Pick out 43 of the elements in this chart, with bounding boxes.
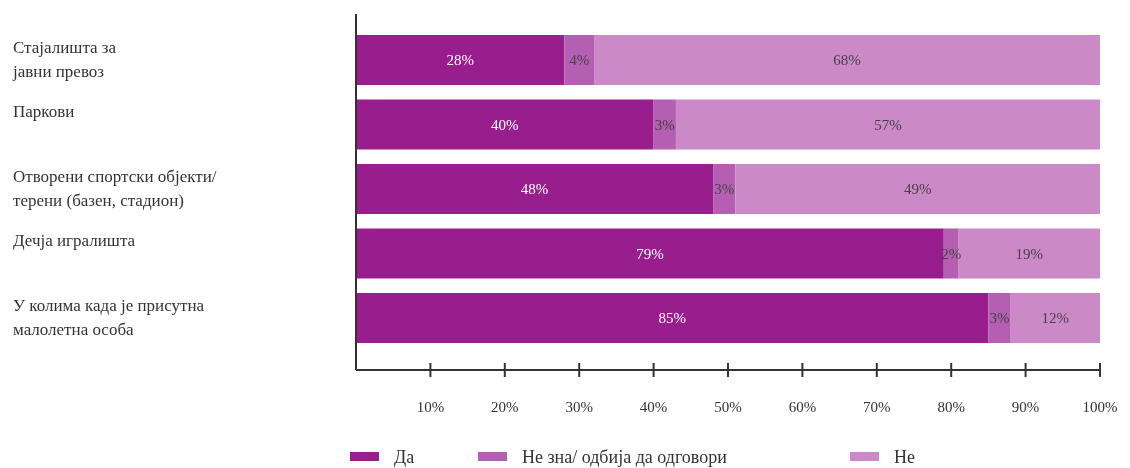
legend-label: Не xyxy=(894,447,915,468)
x-tick-label: 30% xyxy=(565,399,593,416)
y-tick-label: Дечја игралишта xyxy=(13,231,136,251)
x-tick-label: 20% xyxy=(491,399,519,416)
bar xyxy=(356,99,654,150)
data-label: 12% xyxy=(1041,310,1070,327)
x-tick-label: 40% xyxy=(639,399,668,416)
bar xyxy=(675,99,1100,150)
data-label: 3% xyxy=(654,116,675,133)
bar xyxy=(735,164,1100,214)
y-tick-label: Отворени спортски објекти/ терени (базен, стадион) xyxy=(13,166,217,210)
x-tick-label: 50% xyxy=(714,399,742,416)
bar xyxy=(564,35,595,85)
bar xyxy=(356,293,989,343)
data-label: 3% xyxy=(989,310,1010,327)
bar xyxy=(356,228,944,279)
data-label: 57% xyxy=(874,116,902,133)
data-label: 48% xyxy=(520,181,549,198)
x-tick-label: 90% xyxy=(1011,399,1040,416)
y-tick-label: У колима када је присутна малолетна особа xyxy=(13,295,205,339)
data-label: 79% xyxy=(636,245,664,262)
y-tick-label: Стајалишта за јавни превоз xyxy=(12,37,117,81)
data-label: 40% xyxy=(491,116,519,133)
data-label: 49% xyxy=(903,181,932,198)
x-tick-label: 70% xyxy=(863,399,891,416)
x-tick-label: 60% xyxy=(788,399,817,416)
bar xyxy=(356,35,565,85)
legend-label: Не зна/ одбија да одговори xyxy=(522,447,728,468)
data-label: 19% xyxy=(1015,245,1044,262)
bar xyxy=(988,293,1011,343)
data-label: 85% xyxy=(658,310,686,327)
data-label: 4% xyxy=(569,52,590,69)
bar xyxy=(356,164,714,214)
x-tick-label: 100% xyxy=(1082,399,1118,416)
bar xyxy=(1010,293,1100,343)
bar xyxy=(594,35,1100,85)
data-label: 68% xyxy=(833,52,861,69)
data-label: 3% xyxy=(714,181,735,198)
y-tick-label: Паркови xyxy=(13,102,75,122)
x-tick-label: 10% xyxy=(416,399,445,416)
legend-label: Да xyxy=(394,447,415,468)
x-tick-label: 80% xyxy=(937,399,965,416)
data-label: 28% xyxy=(446,52,474,69)
